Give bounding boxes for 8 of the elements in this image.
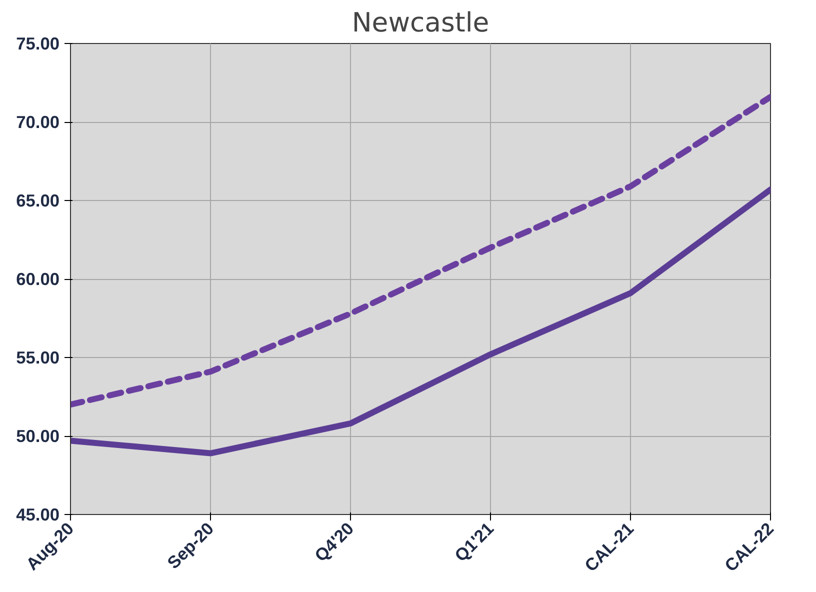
y-tick-label: 45.00 [16,504,60,524]
y-tick-label: 75.00 [16,34,60,54]
y-tick-label: 55.00 [16,348,60,368]
y-tick-label: 70.00 [16,112,60,132]
y-tick-label: 60.00 [16,269,60,289]
chart-title: Newcastle [352,8,490,38]
y-tick-label: 50.00 [16,426,60,446]
y-tick-label: 65.00 [16,190,60,210]
